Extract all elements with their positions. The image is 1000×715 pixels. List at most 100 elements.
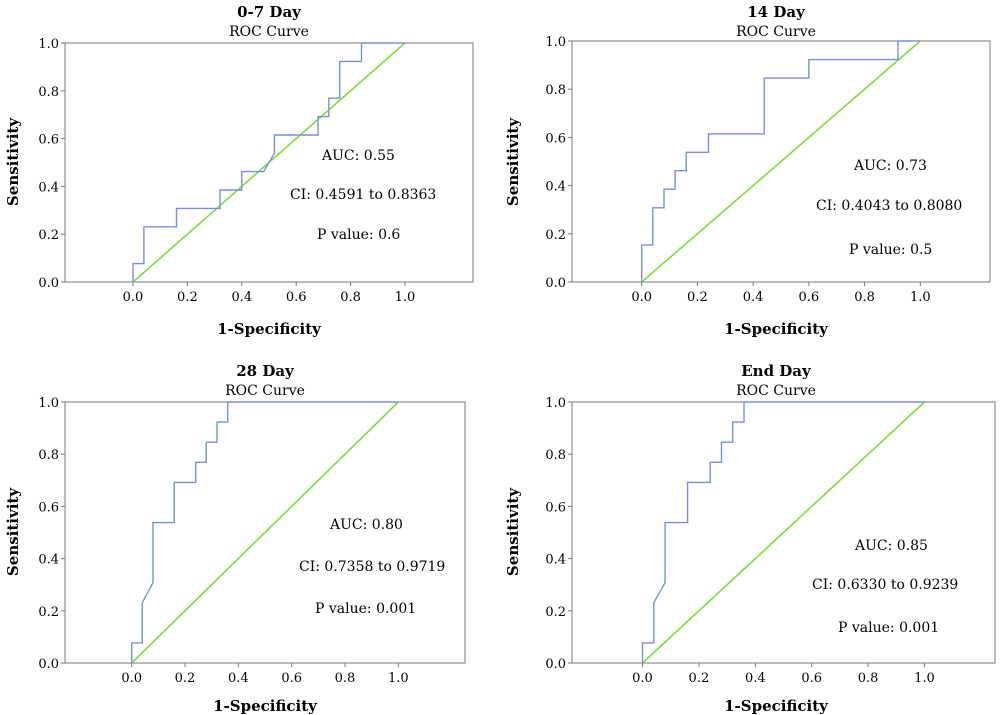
panel-subtitle: ROC Curve <box>736 24 816 40</box>
y-tick-label: 0.0 <box>545 657 566 672</box>
ci-label: CI: 0.6330 to 0.9239 <box>812 577 958 593</box>
x-tick-label: 0.8 <box>335 671 356 686</box>
reference-line <box>131 401 399 664</box>
y-tick-label: 0.2 <box>38 228 59 243</box>
y-axis-label: Sensitivity <box>4 117 22 206</box>
y-tick-label: 0.8 <box>38 85 59 100</box>
p-value-label: P value: 0.001 <box>315 601 416 617</box>
y-tick-label: 1.0 <box>545 35 566 50</box>
x-axis-ticks: 0.0 0.2 0.4 0.6 0.8 1.0 <box>631 282 931 305</box>
y-axis-label: Sensitivity <box>504 117 522 206</box>
y-tick-label: 0.4 <box>38 180 59 195</box>
x-tick-label: 0.2 <box>687 290 708 305</box>
y-axis-label: Sensitivity <box>4 487 22 576</box>
roc-panel-end-day: End Day ROC Curve 0.0 0.2 0.4 0.6 0.8 1.0 0.0… <box>504 362 996 715</box>
x-tick-label: 1.0 <box>914 671 935 686</box>
p-value-label: P value: 0.5 <box>849 242 932 258</box>
ci-label: CI: 0.4591 to 0.8363 <box>290 187 436 203</box>
y-axis-ticks: 0.0 0.2 0.4 0.6 0.8 1.0 <box>545 396 572 672</box>
y-tick-label: 0.4 <box>545 553 566 568</box>
x-tick-label: 0.0 <box>632 671 653 686</box>
plot-area <box>641 401 926 664</box>
x-tick-label: 0.6 <box>799 290 820 305</box>
plot-area <box>132 42 406 283</box>
y-tick-label: 0.8 <box>38 448 59 463</box>
roc-curve <box>132 42 405 282</box>
panel-title: End Day <box>741 362 812 380</box>
x-axis-ticks: 0.0 0.2 0.4 0.6 0.8 1.0 <box>123 282 416 305</box>
x-tick-label: 0.4 <box>743 290 764 305</box>
y-tick-label: 1.0 <box>545 396 566 411</box>
x-axis-label: 1-Specificity <box>217 320 322 338</box>
y-tick-label: 0.2 <box>545 605 566 620</box>
y-tick-label: 1.0 <box>38 396 59 411</box>
x-tick-label: 1.0 <box>388 671 409 686</box>
y-tick-label: 0.0 <box>38 276 59 291</box>
auc-label: AUC: 0.80 <box>329 517 403 533</box>
y-tick-label: 0.2 <box>545 228 566 243</box>
x-axis-ticks: 0.0 0.2 0.4 0.6 0.8 1.0 <box>632 663 935 686</box>
x-tick-label: 0.8 <box>858 671 879 686</box>
ci-label: CI: 0.7358 to 0.9719 <box>299 559 445 575</box>
x-tick-label: 0.6 <box>801 671 822 686</box>
y-tick-label: 0.4 <box>545 180 566 195</box>
x-tick-label: 1.0 <box>910 290 931 305</box>
x-axis-label: 1-Specificity <box>724 320 829 338</box>
x-tick-label: 0.2 <box>689 671 710 686</box>
auc-label: AUC: 0.73 <box>853 158 927 174</box>
x-tick-label: 0.0 <box>123 290 144 305</box>
y-tick-label: 0.6 <box>38 500 59 515</box>
panel-title: 14 Day <box>747 3 806 21</box>
y-axis-ticks: 0.0 0.2 0.4 0.6 0.8 1.0 <box>38 37 65 291</box>
plot-frame <box>571 40 991 283</box>
x-tick-label: 1.0 <box>395 290 416 305</box>
panel-subtitle: ROC Curve <box>225 383 305 399</box>
y-tick-label: 0.8 <box>545 83 566 98</box>
plot-area <box>641 40 921 283</box>
x-tick-label: 0.2 <box>177 290 198 305</box>
reference-line <box>641 401 926 664</box>
x-axis-ticks: 0.0 0.2 0.4 0.6 0.8 1.0 <box>121 663 409 686</box>
y-tick-label: 0.8 <box>545 448 566 463</box>
roc-panel-14-day: 14 Day ROC Curve 0.00.20.40.60.81.0 0.0 0… <box>504 3 991 338</box>
panel-title: 0-7 Day <box>237 3 302 21</box>
roc-panel-28-day: 28 Day ROC Curve 0.00.20.40.60.81.0 0.0 0… <box>4 362 466 715</box>
x-tick-label: 0.6 <box>281 671 302 686</box>
p-value-label: P value: 0.001 <box>838 620 939 636</box>
panel-subtitle: ROC Curve <box>736 383 816 399</box>
x-tick-label: 0.8 <box>854 290 875 305</box>
roc-panel-0-7-day: 0-7 Day ROC Curve 0.0 0.2 0.4 0.6 0.8 1.0 0.0… <box>4 3 474 338</box>
y-axis-ticks: 0.0 0.2 0.4 0.6 0.8 1.0 <box>38 396 65 672</box>
y-axis-ticks: 0.0 0.2 0.4 0.6 0.8 1.0 <box>545 35 572 291</box>
roc-curve <box>641 401 925 663</box>
y-tick-label: 0.4 <box>38 553 59 568</box>
x-tick-label: 0.8 <box>340 290 361 305</box>
x-tick-label: 0.0 <box>631 290 652 305</box>
x-axis-label: 1-Specificity <box>724 697 829 715</box>
y-tick-label: 0.0 <box>38 657 59 672</box>
y-axis-label: Sensitivity <box>504 487 522 576</box>
y-tick-label: 0.0 <box>545 276 566 291</box>
plot-frame <box>64 42 474 283</box>
x-tick-label: 0.4 <box>228 671 249 686</box>
y-tick-label: 0.6 <box>545 500 566 515</box>
y-tick-label: 0.6 <box>38 133 59 148</box>
y-tick-label: 0.6 <box>545 131 566 146</box>
x-axis-label: 1-Specificity <box>213 697 318 715</box>
y-tick-label: 1.0 <box>38 37 59 52</box>
roc-curve <box>130 401 399 663</box>
auc-label: AUC: 0.55 <box>321 148 395 164</box>
y-tick-label: 0.2 <box>38 605 59 620</box>
auc-label: AUC: 0.85 <box>854 538 928 554</box>
x-tick-label: 0.4 <box>231 290 252 305</box>
reference-line <box>641 40 921 283</box>
roc-curve <box>641 40 921 282</box>
p-value-label: P value: 0.6 <box>317 227 400 243</box>
x-tick-label: 0.2 <box>175 671 196 686</box>
x-tick-label: 0.6 <box>286 290 307 305</box>
panel-subtitle: ROC Curve <box>229 24 309 40</box>
plot-area <box>130 401 399 664</box>
x-tick-label: 0.4 <box>745 671 766 686</box>
x-tick-label: 0.0 <box>121 671 142 686</box>
